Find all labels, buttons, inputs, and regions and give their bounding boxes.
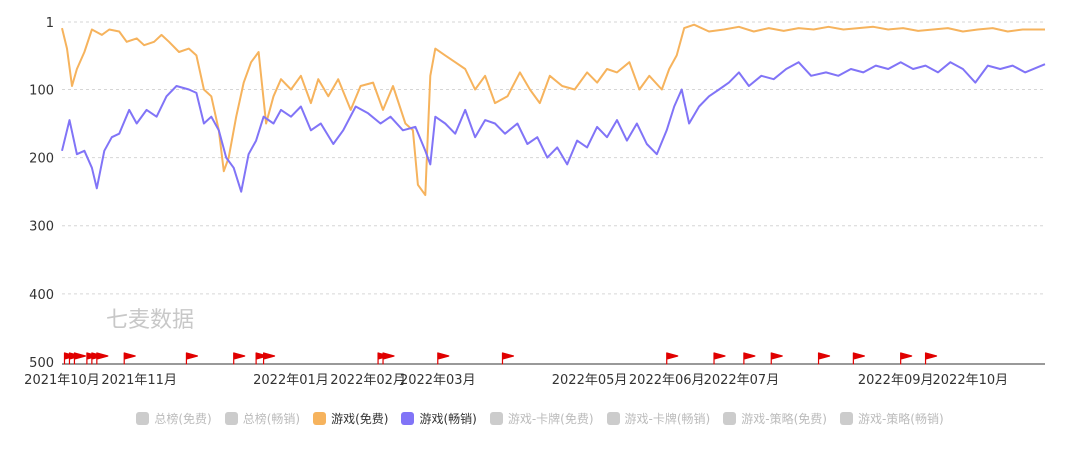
legend-label: 游戏-策略(畅销) (857, 412, 944, 426)
event-flag-icon[interactable] (900, 352, 913, 365)
event-flag-icon[interactable] (713, 352, 726, 365)
x-tick-label: 2022年02月 (330, 373, 406, 388)
event-flag-icon[interactable] (501, 352, 515, 365)
legend: 总榜(免费) 总榜(畅销) 游戏(免费) 游戏(畅销) 游戏-卡牌(免费) 游戏-卡牌(畅… (0, 410, 1080, 427)
event-flag-icon[interactable] (666, 352, 679, 365)
series-line-1[interactable] (61, 61, 1046, 193)
x-tick-label: 2021年10月 (24, 373, 100, 388)
legend-label: 游戏(免费) (331, 412, 389, 426)
x-tick-label: 2021年11月 (101, 373, 177, 388)
legend-swatch-icon (606, 412, 620, 425)
event-flag-icon[interactable] (770, 352, 783, 365)
y-tick-label: 1 (46, 16, 54, 31)
event-flags (63, 352, 938, 365)
rank-trend-chart: 1 100 200 300 400 500 2021年10月 2021年11月 2022年01… (24, 16, 1046, 388)
event-flag-icon[interactable] (233, 352, 246, 365)
legend-swatch-icon (401, 412, 415, 425)
x-tick-label: 2022年10月 (933, 373, 1009, 388)
x-tick-label: 2022年07月 (704, 373, 780, 388)
legend-item[interactable]: 游戏(免费) (313, 410, 388, 427)
x-axis-labels: 2021年10月 2021年11月 2022年01月 2022年02月2022年03月… (24, 373, 1008, 388)
y-tick-label: 300 (29, 220, 54, 235)
series-lines (61, 23, 1046, 197)
x-tick-label: 2022年09月 (858, 373, 934, 388)
y-tick-label: 500 (29, 356, 54, 371)
y-tick-label: 400 (29, 288, 54, 303)
y-axis-labels: 1 100 200 300 400 500 (29, 16, 54, 371)
legend-swatch-icon (839, 412, 853, 425)
event-flag-icon[interactable] (262, 352, 276, 365)
event-flag-icon[interactable] (817, 352, 831, 365)
legend-label: 游戏-卡牌(畅销) (624, 412, 711, 426)
legend-item[interactable]: 总榜(免费) (136, 410, 212, 427)
legend-item[interactable]: 总榜(畅销) (224, 410, 301, 427)
x-tick-label: 2022年03月 (400, 373, 476, 388)
legend-item[interactable]: 游戏(畅销) (401, 410, 477, 427)
event-flag-icon[interactable] (852, 352, 865, 365)
legend-swatch-icon (489, 412, 503, 425)
legend-swatch-icon (723, 412, 737, 425)
legend-swatch-icon (224, 412, 238, 425)
legend-label: 游戏-策略(免费) (741, 412, 827, 426)
y-tick-label: 100 (29, 83, 54, 98)
event-flag-icon[interactable] (73, 352, 87, 365)
watermark: 七麦数据 (106, 308, 194, 333)
event-flag-icon[interactable] (382, 352, 395, 365)
x-tick-label: 2022年01月 (253, 373, 329, 388)
legend-item[interactable]: 游戏-策略(免费) (723, 410, 827, 427)
y-tick-label: 200 (29, 152, 54, 167)
legend-item[interactable]: 游戏-卡牌(免费) (489, 410, 594, 427)
legend-label: 总榜(免费) (154, 412, 212, 426)
legend-item[interactable]: 游戏-卡牌(畅销) (606, 410, 711, 427)
event-flag-icon[interactable] (924, 352, 938, 365)
legend-swatch-icon (313, 412, 327, 425)
legend-swatch-icon (136, 412, 150, 425)
legend-item[interactable]: 游戏-策略(畅销) (839, 410, 944, 427)
event-flag-icon[interactable] (437, 352, 450, 365)
x-tick-label: 2022年06月 (629, 373, 705, 388)
event-flag-icon[interactable] (185, 352, 199, 365)
event-flag-icon[interactable] (96, 352, 109, 365)
legend-label: 游戏-卡牌(免费) (507, 412, 594, 426)
series-line-0[interactable] (61, 23, 1045, 197)
legend-label: 总榜(畅销) (242, 412, 301, 426)
legend-label: 游戏(畅销) (419, 412, 477, 426)
x-tick-label: 2022年05月 (552, 373, 628, 388)
event-flag-icon[interactable] (743, 352, 756, 365)
event-flag-icon[interactable] (123, 352, 136, 365)
